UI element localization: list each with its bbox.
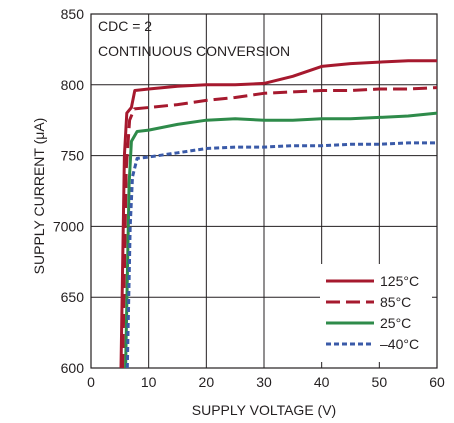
- y-tick-label: 750: [61, 148, 85, 164]
- y-tick-label: 850: [61, 6, 85, 22]
- x-tick-label: 0: [87, 374, 95, 390]
- x-tick-label: 10: [141, 374, 157, 390]
- series-line-85c: [121, 86, 438, 369]
- y-tick-label: 800: [61, 77, 85, 93]
- x-tick-label: 50: [372, 374, 388, 390]
- x-tick-label: 30: [256, 374, 272, 390]
- x-axis-title: SUPPLY VOLTAGE (V): [192, 402, 336, 418]
- series-line-125c: [119, 59, 437, 369]
- tick-labels: 0 10 20 30 40 50 60 600 650 7000 750 800 850: [53, 6, 445, 390]
- x-tick-label: 20: [199, 374, 215, 390]
- plot-frame: [90, 13, 438, 369]
- y-tick-label: 7000: [53, 218, 84, 234]
- x-tick-label: 60: [429, 374, 445, 390]
- annotation-cdc: CDC = 2: [98, 18, 152, 34]
- series-line-40c: [125, 141, 437, 369]
- legend-label-25c: 25°C: [380, 315, 411, 331]
- y-tick-label: 650: [61, 289, 85, 305]
- legend-label-85c: 85°C: [380, 294, 411, 310]
- x-tick-label: 40: [314, 374, 330, 390]
- series-layer: [119, 59, 438, 369]
- series-line-25c: [124, 111, 438, 369]
- legend: 125°C 85°C 25°C –40°C: [320, 264, 432, 362]
- legend-label-neg40c: –40°C: [380, 336, 419, 352]
- grid: [91, 14, 437, 368]
- y-axis-title: SUPPLY CURRENT (μA): [31, 118, 47, 275]
- y-tick-label: 600: [61, 360, 85, 376]
- annotation-mode: CONTINUOUS CONVERSION: [98, 43, 290, 59]
- legend-label-125c: 125°C: [380, 273, 419, 289]
